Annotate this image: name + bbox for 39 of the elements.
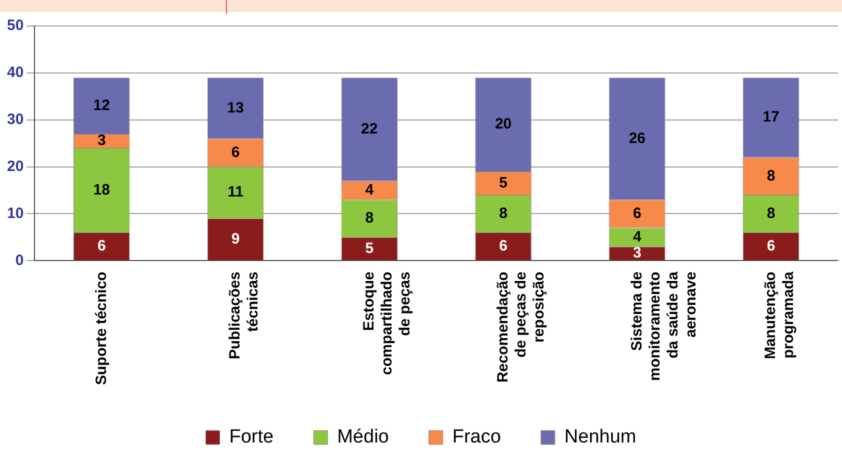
data-label: 6 [231,144,240,161]
data-label: 6 [499,237,508,254]
x-tick-label: Sistema de monitoramento da saúde da aeronave [628,271,700,381]
data-label: 4 [365,181,374,198]
x-tick-label: Publicações técnicas [226,272,262,360]
y-tick-label: 30 [6,111,24,128]
data-label: 8 [365,210,374,227]
data-label: 22 [361,120,378,138]
data-label: 9 [231,230,240,248]
data-label: 6 [97,237,106,254]
data-label: 17 [762,108,780,126]
y-tick-label: 40 [6,64,24,82]
data-label: 5 [499,174,508,192]
x-tick-label: Suporte técnico [92,272,110,386]
y-tick-label: 20 [6,158,24,175]
data-label: 8 [766,204,776,222]
data-label: 6 [766,237,776,254]
data-label: 5 [365,240,374,257]
data-label: 3 [97,132,106,150]
legend-label: Nenhum [564,426,636,448]
data-label: 12 [93,96,110,114]
data-label: 20 [494,116,512,133]
y-tick-label: 10 [6,204,24,222]
legend-label: Médio [337,426,389,448]
y-tick-label: 0 [15,252,24,269]
legend-label: Fraco [452,426,501,448]
data-label: 6 [633,204,642,222]
data-label: 8 [766,167,776,184]
x-tick-label: Estoque compartilhado de peças [360,272,414,376]
y-tick-label: 50 [6,17,24,34]
data-label: 26 [628,130,646,147]
data-label: 4 [633,228,642,246]
data-label: 11 [228,184,244,201]
data-label: 8 [499,204,508,222]
data-label: 18 [93,181,110,198]
x-tick-label: Recomendação de peças de reposição [494,272,548,383]
data-label: 13 [227,99,244,116]
legend-label: Forte [229,426,274,448]
data-label: 3 [633,244,642,262]
